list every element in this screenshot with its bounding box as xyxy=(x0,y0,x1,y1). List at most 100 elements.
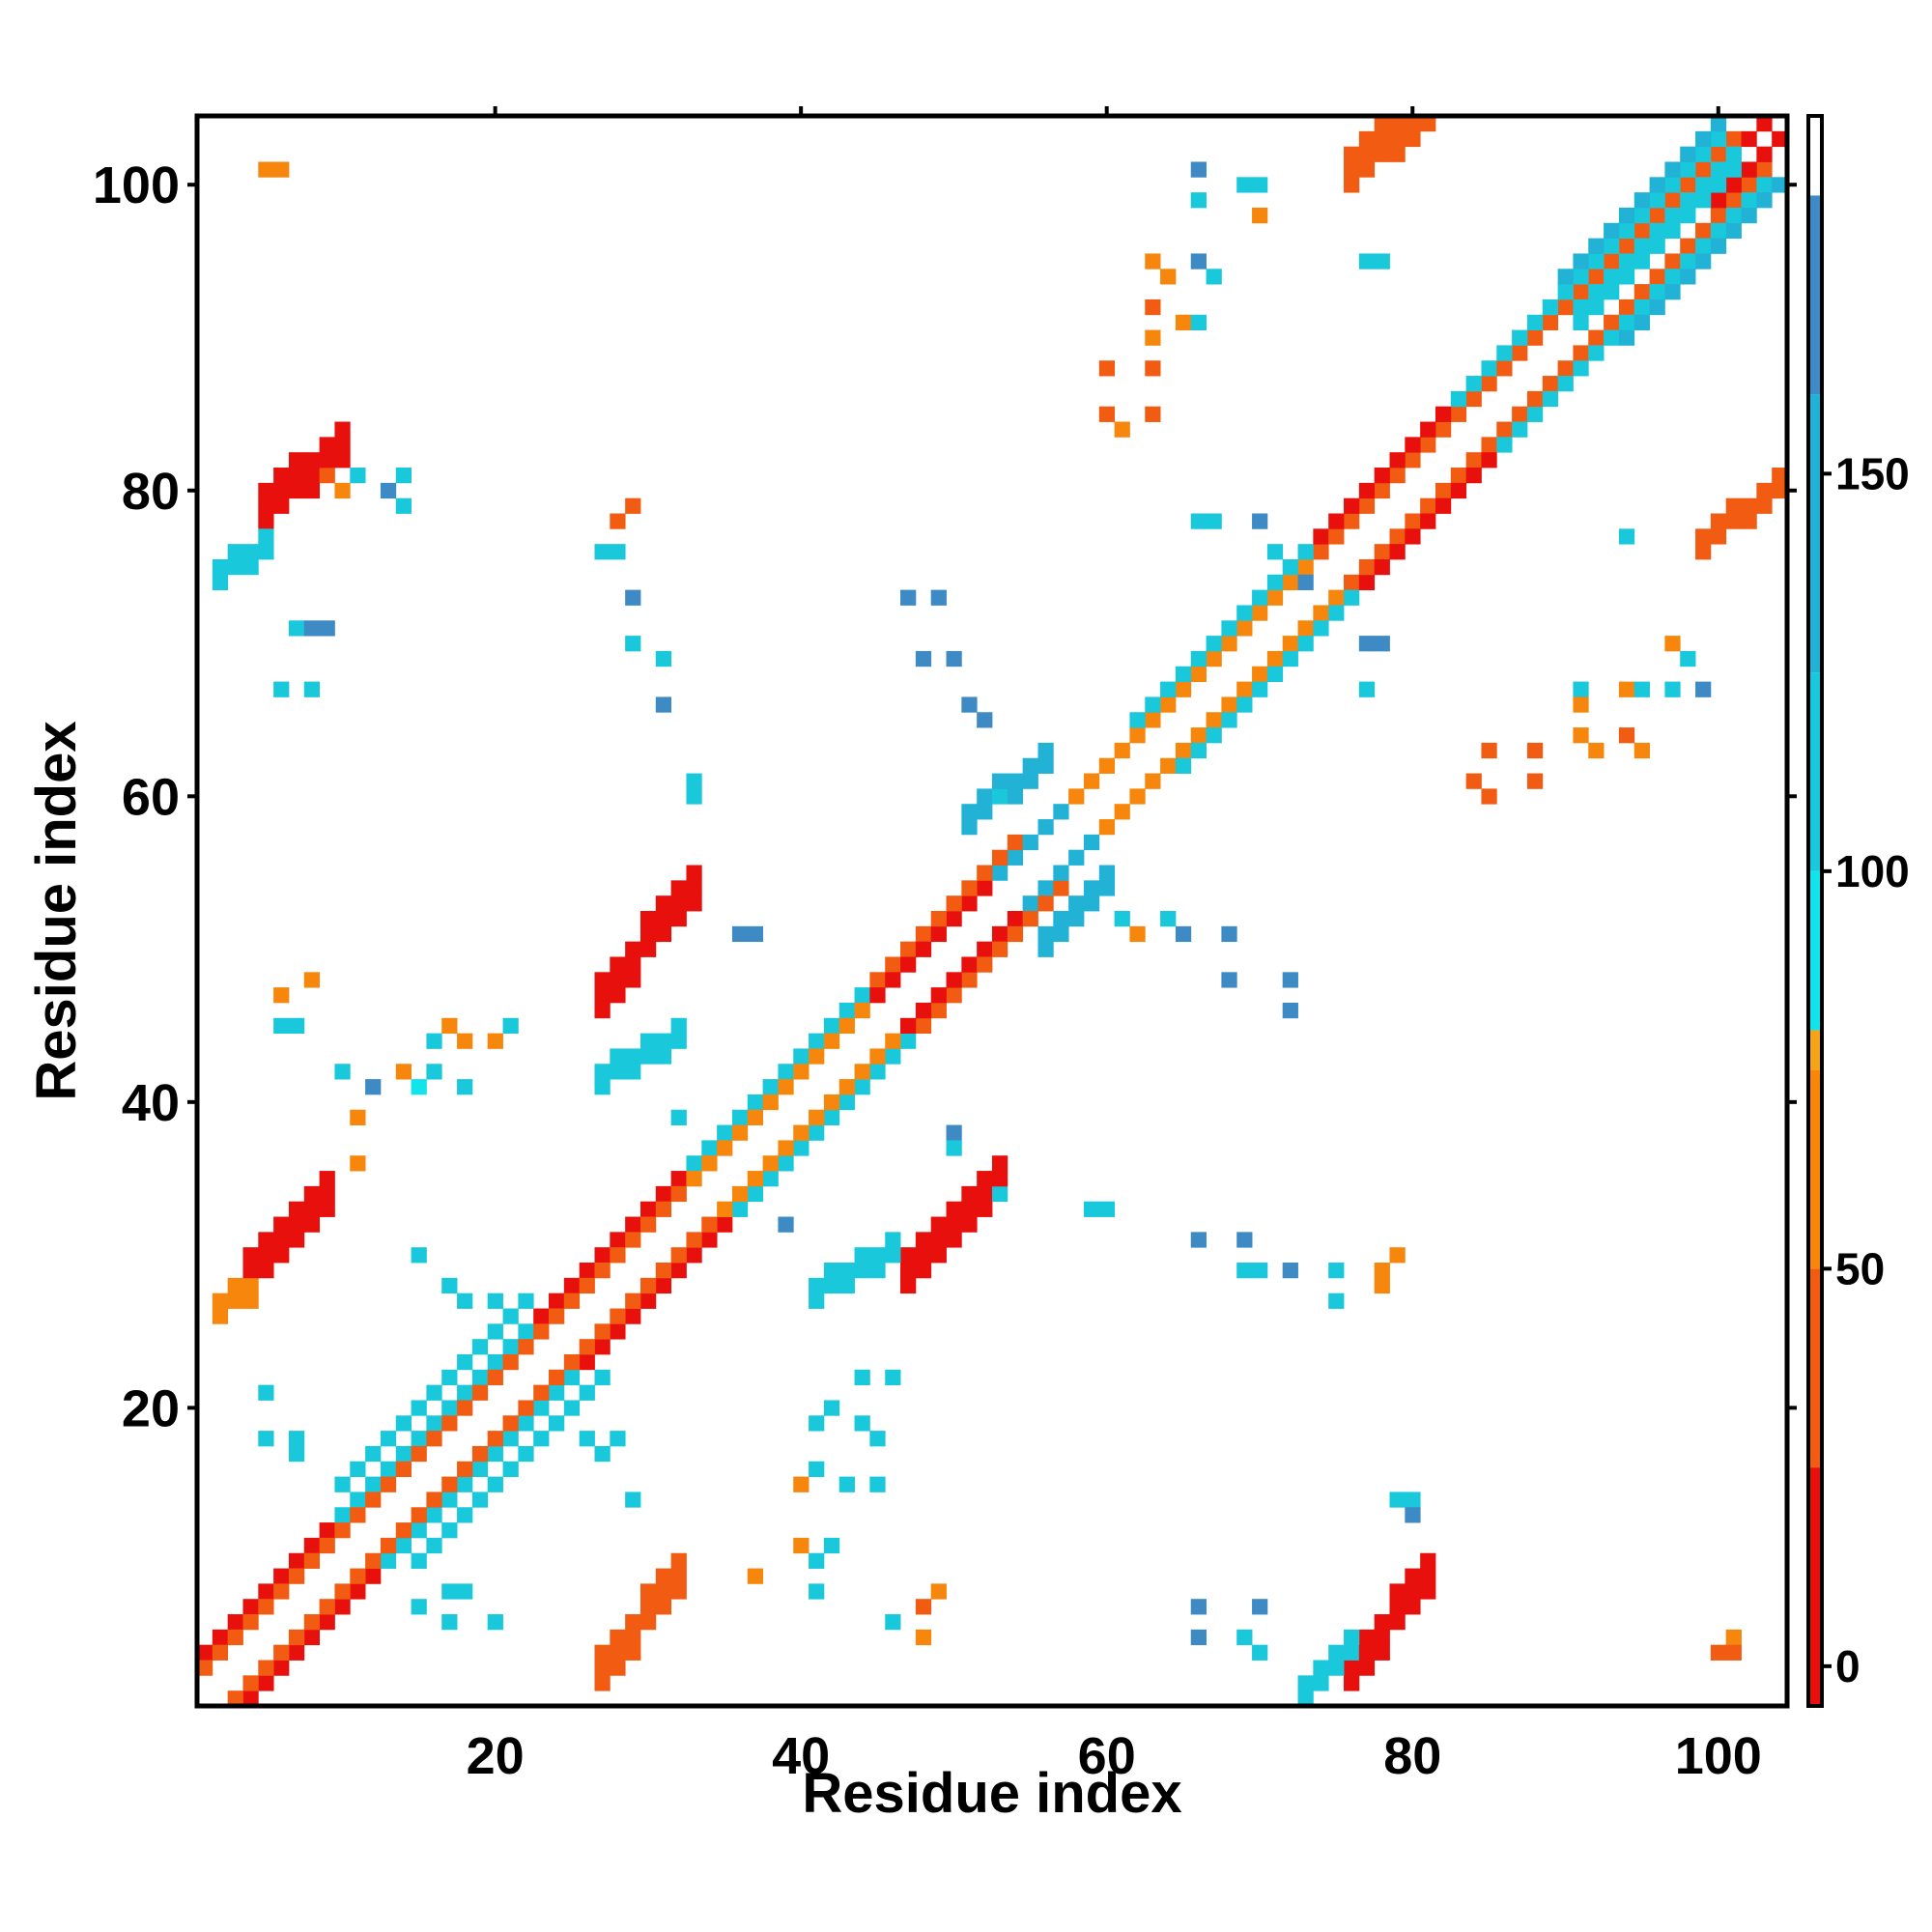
heatmap-cell xyxy=(1772,177,1788,193)
heatmap-cell xyxy=(1634,742,1650,759)
heatmap-cell xyxy=(1374,482,1390,499)
heatmap-cell xyxy=(1405,130,1421,148)
heatmap-cell xyxy=(1680,269,1696,285)
heatmap-cell xyxy=(946,987,962,1004)
heatmap-cell xyxy=(1053,804,1069,820)
heatmap-cell xyxy=(1297,1675,1314,1691)
heatmap-cell xyxy=(1420,421,1436,438)
heatmap-cell xyxy=(885,1232,901,1248)
heatmap-cell xyxy=(258,1232,274,1248)
heatmap-cell xyxy=(639,1583,657,1600)
heatmap-cell xyxy=(885,1369,901,1386)
heatmap-cell xyxy=(1236,1232,1253,1248)
heatmap-cell xyxy=(273,482,290,499)
heatmap-cell xyxy=(227,1293,243,1309)
heatmap-cell xyxy=(625,972,641,988)
heatmap-cell xyxy=(869,1431,886,1447)
heatmap-cell xyxy=(242,1247,259,1264)
heatmap-cell xyxy=(670,880,687,896)
heatmap-cell xyxy=(1604,269,1620,285)
heatmap-cell xyxy=(487,1431,503,1447)
heatmap-cell xyxy=(288,1629,305,1646)
heatmap-cell xyxy=(350,1109,366,1125)
heatmap-cell xyxy=(1221,972,1237,988)
heatmap-cell xyxy=(1175,757,1192,774)
heatmap-cell xyxy=(319,1614,335,1631)
heatmap-cell xyxy=(869,1476,886,1492)
heatmap-cell xyxy=(655,650,672,668)
heatmap-cell xyxy=(778,1140,794,1156)
heatmap-cell xyxy=(319,468,335,484)
heatmap-cell xyxy=(303,1629,321,1646)
heatmap-cell xyxy=(1756,192,1773,209)
heatmap-cell xyxy=(1313,620,1329,637)
heatmap-cell xyxy=(319,620,335,637)
heatmap-cell xyxy=(1374,468,1390,484)
heatmap-cell xyxy=(1573,298,1589,316)
heatmap-cell xyxy=(1450,390,1467,408)
heatmap-cell xyxy=(1190,1232,1207,1248)
heatmap-cell xyxy=(365,1079,382,1095)
heatmap-cell xyxy=(1664,207,1681,224)
heatmap-cell xyxy=(1481,452,1497,469)
heatmap-cell xyxy=(457,1583,473,1600)
heatmap-cell xyxy=(1405,1492,1421,1508)
heatmap-cell xyxy=(1145,696,1161,713)
heatmap-cell xyxy=(1358,497,1376,514)
heatmap-cell xyxy=(961,804,978,820)
heatmap-cell xyxy=(1374,1277,1390,1294)
heatmap-cell xyxy=(1618,238,1635,254)
heatmap-cell xyxy=(686,895,702,912)
heatmap-cell xyxy=(1649,222,1665,240)
heatmap-cell xyxy=(1206,712,1222,728)
heatmap-cell xyxy=(610,513,626,529)
heatmap-cell xyxy=(610,1629,626,1646)
heatmap-cell xyxy=(869,1263,886,1279)
heatmap-cell xyxy=(670,1263,687,1279)
heatmap-cell xyxy=(930,987,947,1004)
heatmap-cell xyxy=(563,1277,581,1294)
heatmap-cell xyxy=(1053,925,1069,943)
heatmap-cell xyxy=(288,1644,305,1661)
heatmap-cell xyxy=(457,1293,473,1309)
heatmap-cell xyxy=(610,1660,626,1676)
heatmap-cell xyxy=(319,1185,335,1203)
heatmap-cell xyxy=(303,1185,321,1203)
heatmap-cell xyxy=(303,1201,321,1217)
heatmap-cell xyxy=(1725,192,1742,209)
heatmap-cell xyxy=(549,1384,565,1401)
heatmap-cell xyxy=(930,1216,947,1233)
heatmap-cell xyxy=(610,1644,626,1661)
heatmap-cell xyxy=(1206,636,1222,652)
heatmap-cell xyxy=(1175,925,1192,943)
heatmap-cell xyxy=(1573,345,1589,361)
heatmap-cell xyxy=(1007,773,1024,789)
heatmap-cell xyxy=(1252,605,1268,621)
heatmap-cell xyxy=(854,1079,870,1095)
heatmap-cell xyxy=(303,681,321,697)
heatmap-cell xyxy=(610,544,626,560)
heatmap-cell xyxy=(778,1216,794,1233)
heatmap-cell xyxy=(625,589,641,606)
heatmap-cell xyxy=(303,482,321,499)
heatmap-cell xyxy=(1114,804,1130,820)
heatmap-cell xyxy=(1435,406,1452,422)
heatmap-cell xyxy=(1282,558,1298,576)
heatmap-cell xyxy=(1481,360,1497,377)
heatmap-cell xyxy=(471,1492,489,1508)
heatmap-cell xyxy=(639,1293,657,1309)
heatmap-cell xyxy=(395,1537,412,1554)
heatmap-cell xyxy=(1022,834,1038,851)
heatmap-cell xyxy=(1756,497,1773,514)
heatmap-cell xyxy=(1756,482,1773,499)
heatmap-cell xyxy=(1465,773,1482,789)
heatmap-cell xyxy=(334,1476,351,1492)
heatmap-cell xyxy=(288,1552,305,1569)
heatmap-cell xyxy=(563,1400,581,1416)
heatmap-cell xyxy=(563,1293,581,1309)
heatmap-cell xyxy=(212,1644,229,1661)
heatmap-cell xyxy=(1098,880,1116,896)
heatmap-cell xyxy=(1007,911,1024,927)
heatmap-cell xyxy=(747,1109,763,1125)
heatmap-cell xyxy=(242,1675,259,1691)
